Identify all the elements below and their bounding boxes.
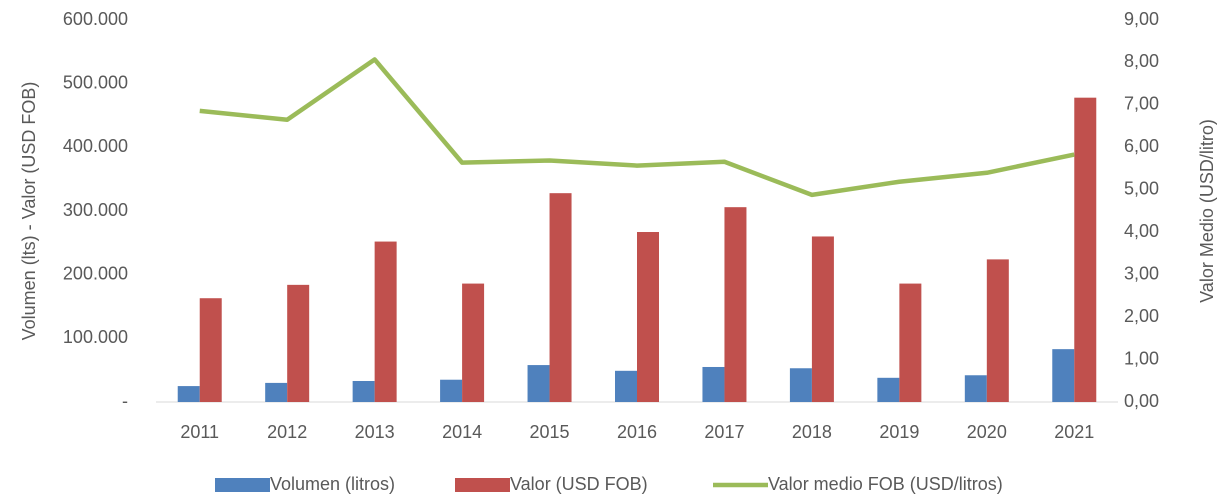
- y-axis-label: Volumen (lts) - Valor (USD FOB): [19, 82, 39, 341]
- y2-tick-label: 4,00: [1124, 221, 1159, 241]
- bar: [899, 283, 922, 402]
- bar: [352, 380, 375, 402]
- bar: [440, 379, 463, 402]
- y2-tick-label: 6,00: [1124, 136, 1159, 156]
- bar: [702, 366, 725, 402]
- bar: [637, 232, 659, 402]
- y2-tick-label: 0,00: [1124, 391, 1159, 411]
- y-tick-label: 400.000: [63, 136, 128, 156]
- legend-label: Valor (USD FOB): [510, 474, 648, 494]
- bar: [199, 298, 222, 402]
- legend-swatch: [215, 478, 270, 492]
- x-tick-label: 2013: [355, 422, 395, 442]
- bar: [789, 368, 812, 402]
- bar: [724, 207, 747, 402]
- bar: [964, 375, 987, 402]
- legend-swatch: [455, 478, 510, 492]
- y-tick-label: -: [122, 391, 128, 411]
- line: [199, 57, 1075, 198]
- y-tick-label: 500.000: [63, 72, 128, 92]
- x-tick-label: 2014: [442, 422, 482, 442]
- y2-axis-label: Valor Medio (USD/litro): [1197, 119, 1217, 303]
- y2-tick-label: 3,00: [1124, 263, 1159, 283]
- bar: [811, 236, 834, 402]
- y2-tick-label: 5,00: [1124, 179, 1159, 199]
- bar: [615, 370, 637, 402]
- y-tick-label: 100.000: [63, 327, 128, 347]
- bar: [1074, 97, 1097, 402]
- bar: [549, 193, 572, 402]
- x-tick-label: 2018: [792, 422, 832, 442]
- y2-tick-label: 1,00: [1124, 348, 1159, 368]
- bar: [177, 386, 200, 402]
- bar: [986, 259, 1009, 402]
- legend-label: Valor medio FOB (USD/litros): [768, 474, 1003, 494]
- y-tick-label: 600.000: [63, 9, 128, 29]
- bar: [527, 365, 550, 402]
- bar: [287, 284, 310, 402]
- bar: [1052, 349, 1075, 402]
- y2-tick-label: 9,00: [1124, 9, 1159, 29]
- x-tick-label: 2017: [704, 422, 744, 442]
- y2-tick-label: 2,00: [1124, 306, 1159, 326]
- bar: [374, 241, 397, 402]
- x-tick-label: 2011: [180, 422, 219, 442]
- bar: [877, 377, 900, 402]
- y2-tick-label: 7,00: [1124, 94, 1159, 114]
- legend-label: Volumen (litros): [270, 474, 395, 494]
- y-tick-label: 200.000: [63, 263, 128, 283]
- x-tick-label: 2020: [967, 422, 1007, 442]
- bar: [462, 283, 485, 402]
- x-tick-label: 2019: [879, 422, 919, 442]
- x-tick-label: 2012: [267, 422, 307, 442]
- x-tick-label: 2015: [530, 422, 570, 442]
- y-tick-label: 300.000: [63, 200, 128, 220]
- bar: [265, 382, 288, 402]
- x-tick-label: 2016: [617, 422, 657, 442]
- x-tick-label: 2021: [1054, 422, 1094, 442]
- y2-tick-label: 8,00: [1124, 51, 1159, 71]
